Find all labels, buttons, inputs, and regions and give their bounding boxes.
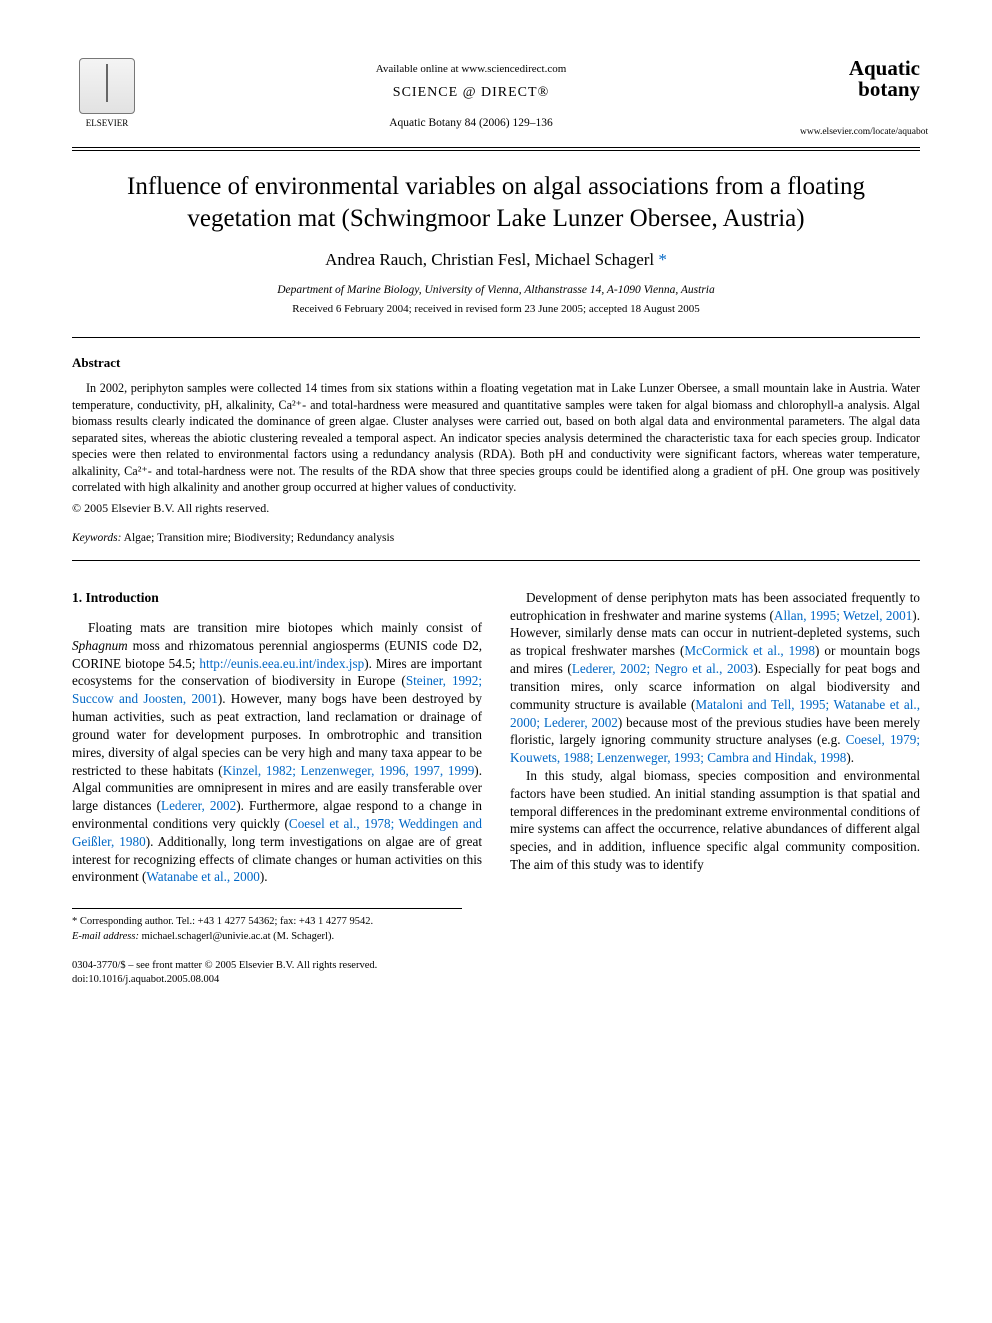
citation-link[interactable]: Kinzel, 1982; Lenzenweger, 1996, 1997, 1…: [223, 763, 475, 778]
keywords-list: Algae; Transition mire; Biodiversity; Re…: [124, 532, 395, 544]
article-title: Influence of environmental variables on …: [112, 171, 880, 234]
sd-at-glyph: @: [463, 85, 477, 100]
introduction-heading: 1. Introduction: [72, 589, 482, 607]
abstract-body: In 2002, periphyton samples were collect…: [72, 380, 920, 515]
keywords-label: Keywords:: [72, 532, 121, 544]
doi-line: doi:10.1016/j.aquabot.2005.08.004: [72, 973, 920, 988]
page-header: ELSEVIER Available online at www.science…: [72, 58, 920, 139]
intro-para-2: Development of dense periphyton mats has…: [510, 589, 920, 767]
email-line: E-mail address: michael.schagerl@univie.…: [72, 930, 462, 945]
elsevier-tree-icon: [79, 58, 135, 114]
intro-para-1: Floating mats are transition mire biotop…: [72, 619, 482, 886]
corresponding-mark: *: [658, 250, 667, 269]
header-rule-2: [72, 150, 920, 151]
citation-link[interactable]: Watanabe et al., 2000: [146, 869, 260, 884]
keywords-bottom-rule: [72, 560, 920, 561]
intro-para-3: In this study, algal biomass, species co…: [510, 767, 920, 874]
abstract-copyright: © 2005 Elsevier B.V. All rights reserved…: [72, 500, 920, 516]
publisher-name: ELSEVIER: [86, 117, 129, 130]
abstract-top-rule: [72, 337, 920, 338]
intro-emph: Sphagnum: [72, 638, 128, 653]
issn-line: 0304-3770/$ – see front matter © 2005 El…: [72, 959, 920, 974]
body-columns: 1. Introduction Floating mats are transi…: [72, 589, 920, 886]
intro-text: ).: [260, 869, 268, 884]
keywords-line: Keywords: Algae; Transition mire; Biodiv…: [72, 530, 920, 546]
footnotes: * Corresponding author. Tel.: +43 1 4277…: [72, 908, 462, 944]
sd-left: SCIENCE: [393, 85, 458, 100]
journal-name-line2: botany: [800, 79, 920, 100]
journal-url: www.elsevier.com/locate/aquabot: [800, 126, 920, 139]
sciencedirect-logo: SCIENCE @ DIRECT®: [142, 83, 800, 103]
journal-brand: Aquatic botany www.elsevier.com/locate/a…: [800, 58, 920, 139]
article-dates: Received 6 February 2004; received in re…: [72, 302, 920, 317]
authors-line: Andrea Rauch, Christian Fesl, Michael Sc…: [72, 248, 920, 272]
corresponding-author-note: * Corresponding author. Tel.: +43 1 4277…: [72, 915, 462, 930]
citation-link[interactable]: Lederer, 2002: [161, 798, 236, 813]
citation-line: Aquatic Botany 84 (2006) 129–136: [142, 115, 800, 131]
email-address: michael.schagerl@univie.ac.at (M. Schage…: [142, 931, 334, 942]
intro-text: Floating mats are transition mire biotop…: [88, 620, 482, 635]
affiliation: Department of Marine Biology, University…: [72, 282, 920, 298]
publisher-logo: ELSEVIER: [72, 58, 142, 136]
header-rule-1: [72, 147, 920, 148]
sd-right: DIRECT®: [481, 85, 549, 100]
footer-meta: 0304-3770/$ – see front matter © 2005 El…: [72, 959, 920, 988]
citation-link[interactable]: Allan, 1995; Wetzel, 2001: [774, 608, 912, 623]
abstract-heading: Abstract: [72, 354, 920, 372]
citation-link[interactable]: Lederer, 2002; Negro et al., 2003: [572, 661, 754, 676]
journal-name-line1: Aquatic: [800, 58, 920, 79]
authors-names: Andrea Rauch, Christian Fesl, Michael Sc…: [325, 250, 654, 269]
intro-text: ).: [846, 750, 854, 765]
abstract-text: In 2002, periphyton samples were collect…: [72, 380, 920, 495]
available-online-text: Available online at www.sciencedirect.co…: [142, 62, 800, 77]
center-header: Available online at www.sciencedirect.co…: [142, 58, 800, 131]
eunis-link[interactable]: http://eunis.eea.eu.int/index.jsp: [199, 656, 364, 671]
email-label: E-mail address:: [72, 931, 139, 942]
citation-link[interactable]: McCormick et al., 1998: [684, 643, 815, 658]
